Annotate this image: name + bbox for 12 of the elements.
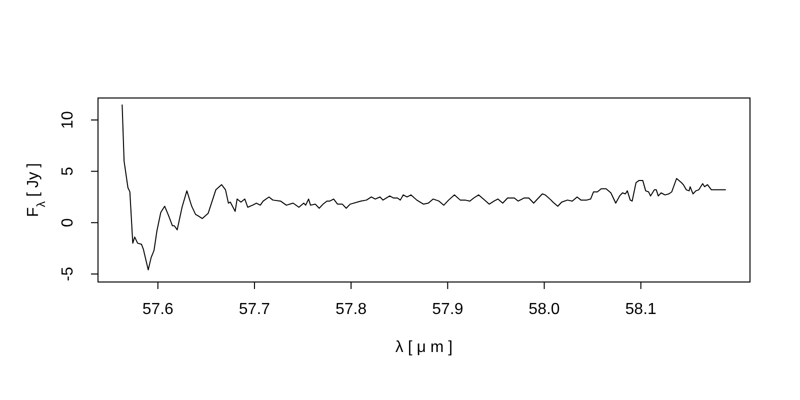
- line-series: [122, 104, 726, 270]
- y-tick-label: 5: [60, 166, 76, 176]
- x-tick-label: 57.8: [336, 301, 367, 318]
- y-tick-label: -5: [60, 266, 76, 282]
- x-tick-label: 57.9: [432, 301, 464, 318]
- x-tick-label: 58.0: [528, 301, 560, 318]
- y-tick-label: 0: [60, 218, 76, 228]
- x-axis-title: λ [ μ m ]: [395, 339, 453, 356]
- y-tick-label: 10: [60, 110, 76, 129]
- x-tick-label: 57.7: [238, 301, 270, 318]
- x-tick-label: 57.6: [142, 301, 174, 318]
- x-tick-label: 58.1: [625, 301, 657, 318]
